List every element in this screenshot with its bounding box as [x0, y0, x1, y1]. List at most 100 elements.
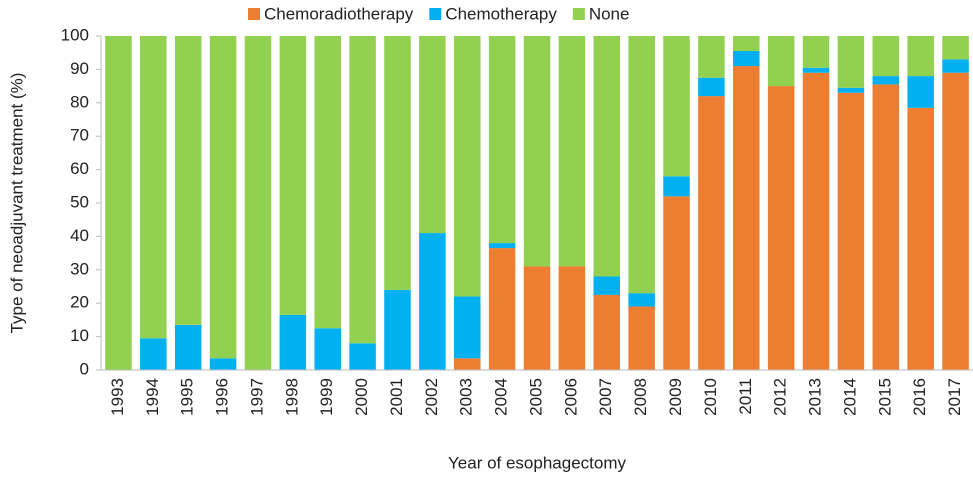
- bar-segment: [872, 84, 900, 371]
- bar-segment: [628, 36, 655, 294]
- bar-segment: [453, 36, 481, 297]
- legend-swatch: [429, 8, 442, 20]
- bar-segment: [279, 314, 307, 370]
- bar-segment: [349, 36, 376, 344]
- bar-segment: [488, 248, 516, 370]
- y-tick-label: 70: [70, 126, 89, 145]
- legend-swatch: [248, 8, 260, 20]
- bar-segment: [453, 296, 481, 359]
- bar-segment: [209, 36, 237, 359]
- bar-segment: [767, 86, 795, 370]
- bar-segment: [314, 36, 341, 329]
- y-tick-label: 30: [70, 259, 89, 278]
- y-tick-label: 100: [61, 25, 89, 44]
- bar-segment: [558, 36, 586, 267]
- x-tick-label: 1996: [213, 378, 232, 416]
- bar-segment: [872, 76, 900, 85]
- x-tick-label: 1998: [282, 378, 301, 416]
- x-tick-label: 2017: [945, 378, 964, 416]
- bar-segment: [942, 59, 969, 73]
- y-tick-label: 80: [70, 92, 89, 111]
- x-tick-label: 2013: [806, 378, 825, 416]
- x-tick-label: 2016: [910, 378, 929, 416]
- bar-segment: [558, 266, 586, 370]
- bar-segment: [384, 36, 411, 290]
- bar-segment: [488, 36, 516, 244]
- bar-segment: [907, 76, 934, 108]
- bar-segment: [384, 289, 411, 370]
- x-tick-label: 2002: [422, 378, 441, 416]
- y-axis-title: Type of neoadjuvant treatment (%): [7, 73, 26, 334]
- x-tick-label: 2011: [736, 378, 755, 415]
- bar-segment: [837, 87, 865, 93]
- bar-segment: [907, 36, 934, 77]
- bar-segment: [698, 96, 725, 371]
- bar-segment: [872, 36, 900, 77]
- x-tick-label: 2009: [666, 378, 685, 416]
- legend-label: Chemotherapy: [445, 4, 557, 23]
- bar-segment: [174, 324, 202, 370]
- bar-segment: [105, 36, 132, 370]
- bar-segment: [140, 36, 167, 339]
- bar-segment: [663, 196, 690, 370]
- bar-segment: [453, 358, 481, 370]
- bar-segment: [767, 36, 795, 87]
- bar-segment: [698, 77, 725, 97]
- y-tick-label: 0: [80, 359, 89, 378]
- bar-segment: [349, 343, 376, 370]
- bar-segment: [907, 107, 934, 370]
- bar-segment: [419, 36, 446, 234]
- x-tick-label: 2010: [701, 378, 720, 416]
- bar-segment: [802, 72, 830, 371]
- bar-segment: [802, 36, 830, 68]
- x-tick-label: 1995: [178, 378, 197, 416]
- x-tick-label: 1994: [143, 378, 162, 416]
- x-tick-label: 1993: [108, 378, 127, 416]
- y-tick-label: 90: [70, 59, 89, 78]
- bar-segment: [523, 266, 551, 370]
- bar-segment: [663, 176, 690, 197]
- bar-segment: [140, 338, 167, 370]
- x-tick-label: 2005: [526, 378, 545, 416]
- x-tick-label: 2015: [875, 378, 894, 416]
- bar-segment: [837, 36, 865, 88]
- legend-label: Chemoradiotherapy: [264, 4, 414, 23]
- y-tick-label: 10: [70, 326, 89, 345]
- bar-segment: [279, 36, 307, 315]
- legend-label: None: [589, 4, 630, 23]
- y-tick-label: 50: [70, 192, 89, 211]
- x-tick-label: 2014: [840, 378, 859, 416]
- bar-segment: [488, 243, 516, 249]
- bar-segment: [942, 36, 969, 60]
- x-tick-label: 1999: [317, 378, 336, 416]
- bar-segment: [593, 276, 621, 295]
- bar-segment: [628, 293, 655, 307]
- y-tick-label: 40: [70, 226, 89, 245]
- x-tick-label: 1997: [247, 378, 266, 416]
- x-tick-label: 2004: [492, 378, 511, 416]
- bar-segment: [593, 294, 621, 370]
- x-tick-label: 2001: [387, 378, 406, 416]
- bar-segment: [698, 36, 725, 78]
- bar-segment: [523, 36, 551, 267]
- x-tick-label: 2012: [771, 378, 790, 416]
- bar-segment: [593, 36, 621, 277]
- x-tick-label: 2006: [561, 378, 580, 416]
- bar-segment: [663, 36, 690, 177]
- bar-segment: [314, 328, 341, 370]
- bar-segment: [802, 67, 830, 73]
- bar-segment: [174, 36, 202, 325]
- bar-segment: [244, 36, 272, 370]
- bar-segment: [942, 72, 969, 371]
- bar-segment: [209, 358, 237, 370]
- x-tick-label: 2007: [596, 378, 615, 416]
- y-tick-label: 20: [70, 293, 89, 312]
- bar-segment: [837, 92, 865, 370]
- y-tick-label: 60: [70, 159, 89, 178]
- legend-swatch: [572, 8, 585, 20]
- x-tick-label: 2008: [631, 378, 650, 416]
- x-axis-title: Year of esophagectomy: [448, 453, 626, 472]
- bar-segment: [733, 51, 760, 67]
- bar-segment: [733, 36, 760, 52]
